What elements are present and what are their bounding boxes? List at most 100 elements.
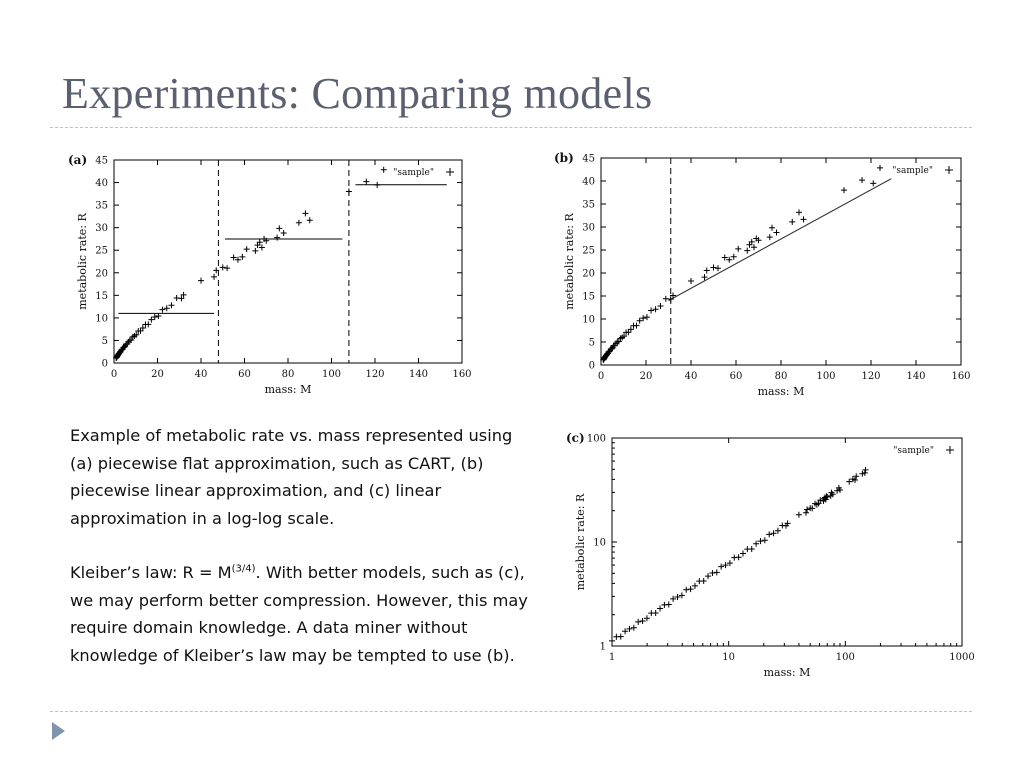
sample-point (757, 538, 764, 545)
kleiber-prefix: Kleiber’s law: R = M (70, 563, 232, 582)
x-tick-label: 0 (111, 369, 117, 380)
x-tick-label: 120 (861, 371, 880, 382)
y-tick-label: 1 (600, 642, 606, 653)
x-tick-label: 80 (775, 371, 788, 382)
y-tick-label: 45 (582, 154, 595, 165)
sample-point (802, 509, 809, 516)
sample-point (726, 256, 733, 263)
sample-point (636, 317, 643, 324)
sample-point (709, 569, 716, 576)
sample-point (674, 594, 681, 601)
sample-point (701, 274, 708, 281)
sample-point (617, 633, 624, 640)
sample-point (640, 315, 647, 322)
x-tick-label: 100 (322, 369, 341, 380)
sample-point (773, 229, 780, 236)
sample-point (180, 291, 187, 298)
x-tick-label: 120 (365, 369, 384, 380)
sample-point (700, 578, 707, 585)
sample-point (133, 331, 140, 338)
sample-point (744, 247, 751, 254)
y-tick-label: 25 (95, 246, 108, 257)
sample-point (841, 187, 847, 194)
y-tick-label: 10 (582, 315, 595, 326)
sample-point (721, 254, 728, 261)
footer-divider (50, 711, 972, 712)
y-tick-label: 30 (95, 223, 108, 234)
plot-frame (113, 159, 463, 364)
x-axis-label: mass: M (265, 383, 312, 396)
sample-point (730, 253, 737, 260)
sample-point (683, 586, 690, 593)
x-tick-label: 0 (598, 371, 604, 382)
sample-point (691, 582, 698, 589)
sample-point (715, 265, 721, 272)
chart-c: (c) 1 10 100 1000 1 10 100 mass: M metabolic rate… (566, 431, 975, 679)
sample-point (667, 296, 674, 303)
sample-point (828, 489, 835, 496)
sample-point (657, 303, 664, 310)
x-tick-label: 20 (640, 371, 653, 382)
y-tick-label: 45 (95, 156, 108, 167)
sample-point (198, 277, 204, 284)
y-tick-label: 35 (95, 201, 108, 212)
sample-point (735, 554, 742, 561)
sample-point (363, 178, 370, 185)
sample-point (148, 316, 155, 323)
sample-point (639, 618, 646, 625)
sample-point (713, 569, 720, 576)
sample-point (159, 306, 166, 313)
sample-point (766, 531, 773, 538)
sample-point (128, 336, 135, 343)
sample-point (815, 500, 822, 507)
sample-point (829, 491, 836, 498)
y-tick-label: 40 (95, 178, 108, 189)
title-divider (50, 127, 972, 128)
sample-point (769, 224, 775, 231)
y-tick-label: 0 (102, 359, 108, 370)
sample-point (621, 333, 628, 340)
x-tick-label: 80 (282, 369, 295, 380)
sample-point (718, 563, 725, 570)
sample-point (295, 219, 302, 226)
linear-model-segment (668, 178, 892, 302)
y-axis-label: metabolic rate: R (76, 213, 89, 310)
sample-point (627, 326, 634, 333)
sample-point (633, 322, 640, 329)
sample-point (151, 313, 158, 320)
y-tick-label: 40 (582, 177, 595, 188)
sample-point (211, 273, 218, 280)
sample-point (609, 637, 615, 644)
sample-point (258, 244, 265, 251)
sample-point (306, 217, 313, 224)
description-paragraph: Example of metabolic rate vs. mass repre… (70, 426, 513, 528)
panel-label: (b) (554, 151, 574, 165)
sample-point (800, 216, 807, 223)
sample-point (252, 247, 259, 254)
kleiber-rest: . With better models, such as (c), we ma… (70, 563, 528, 665)
sample-point (626, 625, 633, 632)
next-slide-arrow-icon[interactable] (52, 722, 65, 740)
sample-point (380, 166, 387, 173)
sample-point (274, 234, 281, 241)
kleiber-exponent: (3/4) (231, 563, 256, 575)
y-tick-label: 20 (582, 269, 595, 280)
y-tick-label: 10 (593, 538, 606, 549)
sample-point (302, 210, 309, 217)
sample-point (784, 520, 791, 527)
y-tick-label: 5 (102, 336, 108, 347)
sample-point (670, 292, 676, 299)
sample-point (345, 188, 352, 195)
y-tick-label: 100 (587, 434, 606, 445)
sample-point (755, 237, 762, 244)
sample-point (163, 305, 170, 312)
y-tick-label: 15 (95, 291, 108, 302)
sample-point (753, 540, 760, 547)
sample-point (748, 546, 755, 553)
sample-point (705, 573, 712, 580)
sample-point (796, 209, 802, 216)
sample-point (836, 486, 843, 493)
chart-a: (a) 0 20 40 60 80 100 120 140 160 0 5 10 15 20 25 30 35 40… (68, 153, 472, 396)
y-tick-label: 15 (582, 292, 595, 303)
x-tick-label: 140 (906, 371, 925, 382)
